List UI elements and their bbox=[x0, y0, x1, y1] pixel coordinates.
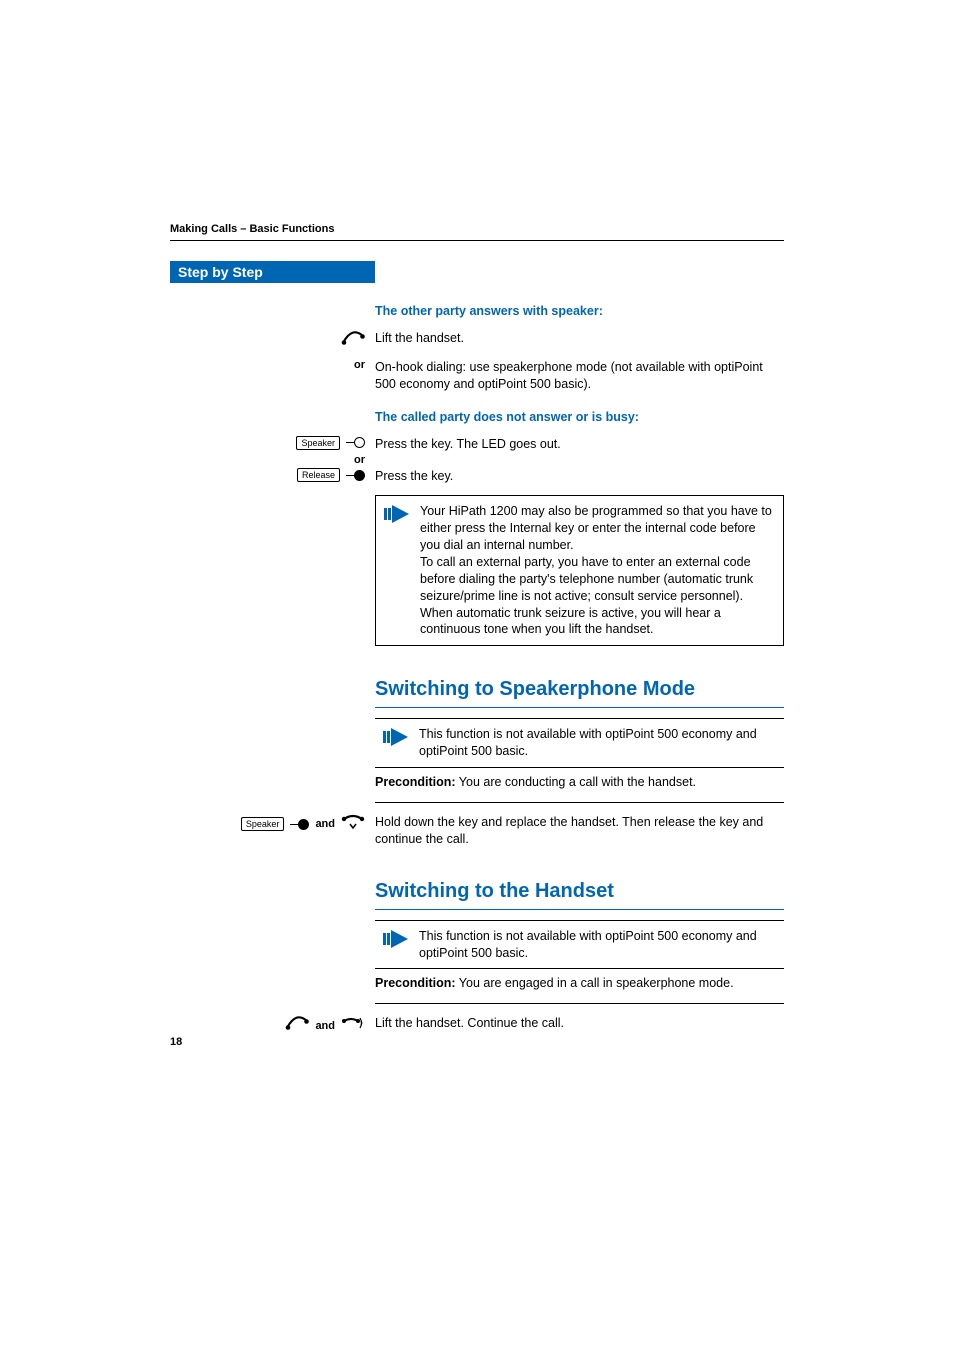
and-label: and bbox=[315, 1020, 335, 1032]
or-label: or bbox=[354, 359, 365, 371]
heading-rule bbox=[375, 707, 784, 708]
running-header: Making Calls – Basic Functions bbox=[170, 223, 784, 235]
heading-speakerphone: Switching to Speakerphone Mode bbox=[375, 676, 784, 703]
led-lit-icon bbox=[346, 470, 365, 481]
text-lift-continue: Lift the handset. Continue the call. bbox=[375, 1015, 784, 1032]
speaker-key: Speaker bbox=[241, 817, 285, 831]
header-rule bbox=[170, 240, 784, 241]
text-onhook-dialing: On-hook dialing: use speakerphone mode (… bbox=[375, 359, 784, 393]
and-label: and bbox=[315, 818, 335, 830]
note-arrow-icon bbox=[383, 728, 409, 760]
note-text: Your HiPath 1200 may also be programmed … bbox=[420, 503, 775, 638]
lift-handset-icon bbox=[341, 330, 365, 351]
speaker-sound-icon bbox=[341, 1015, 365, 1036]
or-label: or bbox=[354, 454, 365, 466]
precondition-text: Precondition: You are engaged in a call … bbox=[375, 975, 784, 992]
subheading-speaker-answer: The other party answers with speaker: bbox=[375, 303, 784, 320]
note-box: This function is not available with opti… bbox=[375, 920, 784, 970]
note-arrow-icon bbox=[383, 930, 409, 962]
replace-handset-icon bbox=[341, 814, 365, 835]
sidebar-title: Step by Step bbox=[170, 261, 375, 283]
precondition-label: Precondition: bbox=[375, 775, 456, 789]
divider bbox=[375, 1003, 784, 1004]
heading-handset: Switching to the Handset bbox=[375, 878, 784, 905]
note-arrow-icon bbox=[384, 505, 410, 638]
note-box: This function is not available with opti… bbox=[375, 718, 784, 768]
precondition-label: Precondition: bbox=[375, 976, 456, 990]
page-number: 18 bbox=[170, 1036, 182, 1048]
speaker-key: Speaker bbox=[296, 436, 340, 450]
note-text: This function is not available with opti… bbox=[419, 726, 776, 760]
lift-handset-icon bbox=[285, 1015, 309, 1036]
subheading-no-answer: The called party does not answer or is b… bbox=[375, 409, 784, 426]
led-lit-icon bbox=[290, 819, 309, 830]
text-lift-handset: Lift the handset. bbox=[375, 330, 784, 347]
release-key: Release bbox=[297, 468, 340, 482]
text-press-key-led: Press the key. The LED goes out. bbox=[375, 436, 784, 453]
led-unlit-icon bbox=[346, 437, 365, 448]
text-press-key: Press the key. bbox=[375, 468, 784, 485]
note-box: Your HiPath 1200 may also be programmed … bbox=[375, 495, 784, 646]
heading-rule bbox=[375, 909, 784, 910]
divider bbox=[375, 802, 784, 803]
note-text: This function is not available with opti… bbox=[419, 928, 776, 962]
precondition-text: Precondition: You are conducting a call … bbox=[375, 774, 784, 791]
text-hold-key: Hold down the key and replace the handse… bbox=[375, 814, 784, 848]
